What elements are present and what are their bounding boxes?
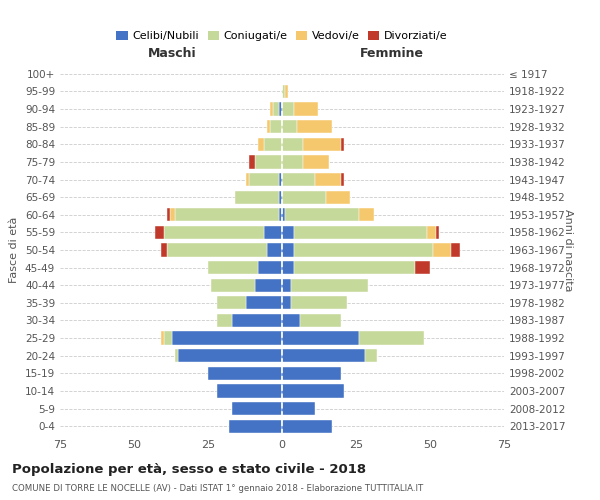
Bar [232,402,282,415]
Legend: Celibi/Nubili, Coniugati/e, Vedovi/e, Divorziati/e: Celibi/Nubili, Coniugati/e, Vedovi/e, Di… [112,26,452,46]
Y-axis label: Anni di nascita: Anni di nascita [563,209,572,291]
Bar [161,332,164,344]
Bar [208,366,282,380]
Bar [282,296,291,310]
Bar [279,208,282,222]
Bar [282,173,314,186]
Bar [282,366,341,380]
Text: Femmine: Femmine [359,46,424,60]
Bar [256,278,282,292]
Bar [250,173,279,186]
Bar [282,190,326,204]
Bar [294,102,317,116]
Bar [282,402,314,415]
Bar [279,173,282,186]
Bar [365,349,377,362]
Bar [282,85,285,98]
Bar [433,244,451,256]
Bar [282,102,294,116]
Bar [247,296,282,310]
Bar [232,314,282,327]
Bar [211,278,256,292]
Bar [229,420,282,433]
Bar [341,173,344,186]
Bar [270,120,282,134]
Bar [247,173,250,186]
Bar [282,261,294,274]
Bar [270,102,273,116]
Bar [303,138,341,151]
Bar [294,261,415,274]
Bar [217,296,247,310]
Bar [279,190,282,204]
Bar [285,208,359,222]
Bar [282,156,303,168]
Bar [175,208,279,222]
Bar [250,156,256,168]
Bar [155,226,164,239]
Bar [326,190,350,204]
Bar [170,208,175,222]
Bar [235,190,279,204]
Y-axis label: Fasce di età: Fasce di età [10,217,19,283]
Bar [259,261,282,274]
Bar [282,278,291,292]
Bar [208,261,259,274]
Bar [267,244,282,256]
Bar [164,332,172,344]
Bar [267,120,270,134]
Text: COMUNE DI TORRE LE NOCELLE (AV) - Dati ISTAT 1° gennaio 2018 - Elaborazione TUTT: COMUNE DI TORRE LE NOCELLE (AV) - Dati I… [12,484,423,493]
Bar [291,296,347,310]
Bar [167,208,170,222]
Bar [291,278,368,292]
Bar [341,138,344,151]
Bar [282,332,359,344]
Text: Maschi: Maschi [148,46,197,60]
Bar [415,261,430,274]
Bar [314,173,341,186]
Bar [294,226,427,239]
Bar [264,226,282,239]
Bar [297,120,332,134]
Bar [282,420,332,433]
Bar [273,102,279,116]
Bar [282,384,344,398]
Bar [359,332,424,344]
Bar [282,120,297,134]
Bar [427,226,436,239]
Bar [172,332,282,344]
Bar [167,244,267,256]
Bar [282,244,294,256]
Bar [359,208,374,222]
Bar [282,349,365,362]
Bar [178,349,282,362]
Bar [285,85,288,98]
Bar [161,244,167,256]
Bar [300,314,341,327]
Bar [175,349,178,362]
Bar [259,138,264,151]
Bar [282,226,294,239]
Bar [436,226,439,239]
Text: Popolazione per età, sesso e stato civile - 2018: Popolazione per età, sesso e stato civil… [12,462,366,475]
Bar [256,156,282,168]
Bar [164,226,264,239]
Bar [282,138,303,151]
Bar [303,156,329,168]
Bar [282,208,285,222]
Bar [264,138,282,151]
Bar [282,314,300,327]
Bar [294,244,433,256]
Bar [451,244,460,256]
Bar [217,314,232,327]
Bar [279,102,282,116]
Bar [217,384,282,398]
